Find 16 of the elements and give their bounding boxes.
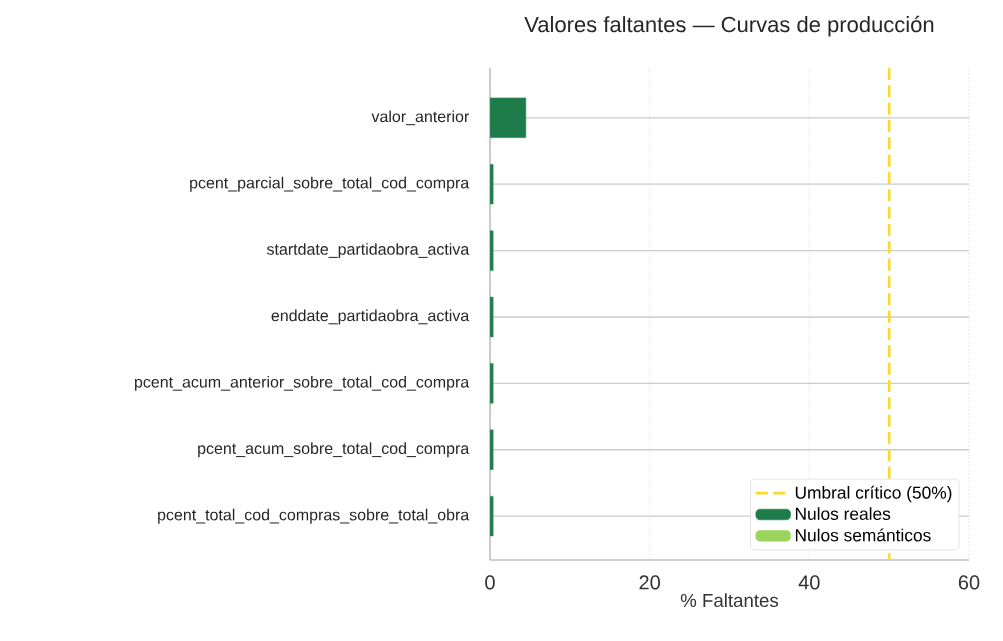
- x-tick-label: 40: [798, 575, 820, 590]
- y-tick-label: pcent_acum_sobre_total_cod_compra: [198, 442, 470, 458]
- x-tick-label: 20: [639, 575, 660, 590]
- y-tick-label: pcent_acum_anterior_sobre_total_cod_compra: [134, 375, 470, 391]
- x-tick-label: 0: [485, 575, 495, 590]
- chart-title: Valores faltantes — Curvas de producción: [524, 15, 934, 37]
- y-tick-label: pcent_total_cod_compras_sobre_total_obra: [158, 508, 470, 524]
- y-tick-label: startdate_partidaobra_activa: [266, 243, 470, 259]
- legend-label: Nulos reales: [795, 507, 891, 520]
- ref-line-label: Umbral crítico (50%): [795, 485, 952, 503]
- y-tick-label: enddate_partidaobra_activa: [271, 309, 470, 325]
- y-tick-label: valor_anterior: [371, 110, 469, 126]
- x-axis-title: % Faltantes: [680, 593, 779, 608]
- legend-label: Nulos semánticos: [795, 528, 931, 542]
- y-tick-label: pcent_parcial_sobre_total_cod_compra: [190, 176, 470, 192]
- x-tick-label: 60: [958, 575, 980, 590]
